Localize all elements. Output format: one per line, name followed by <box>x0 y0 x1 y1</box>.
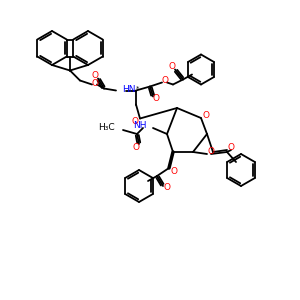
Text: O: O <box>131 117 139 126</box>
Text: HN: HN <box>122 85 136 94</box>
Text: *: * <box>136 85 140 91</box>
Text: O: O <box>152 94 160 103</box>
Text: O: O <box>92 71 98 80</box>
Text: O: O <box>227 142 235 152</box>
Text: O: O <box>170 167 178 176</box>
Text: NH: NH <box>134 122 147 130</box>
Text: O: O <box>169 62 176 71</box>
Text: H₃C: H₃C <box>98 124 115 133</box>
Text: O: O <box>164 184 170 193</box>
Text: O: O <box>208 148 214 157</box>
Text: O: O <box>202 110 209 119</box>
Text: O: O <box>161 76 169 85</box>
Text: O: O <box>133 143 140 152</box>
Text: O: O <box>92 79 98 88</box>
